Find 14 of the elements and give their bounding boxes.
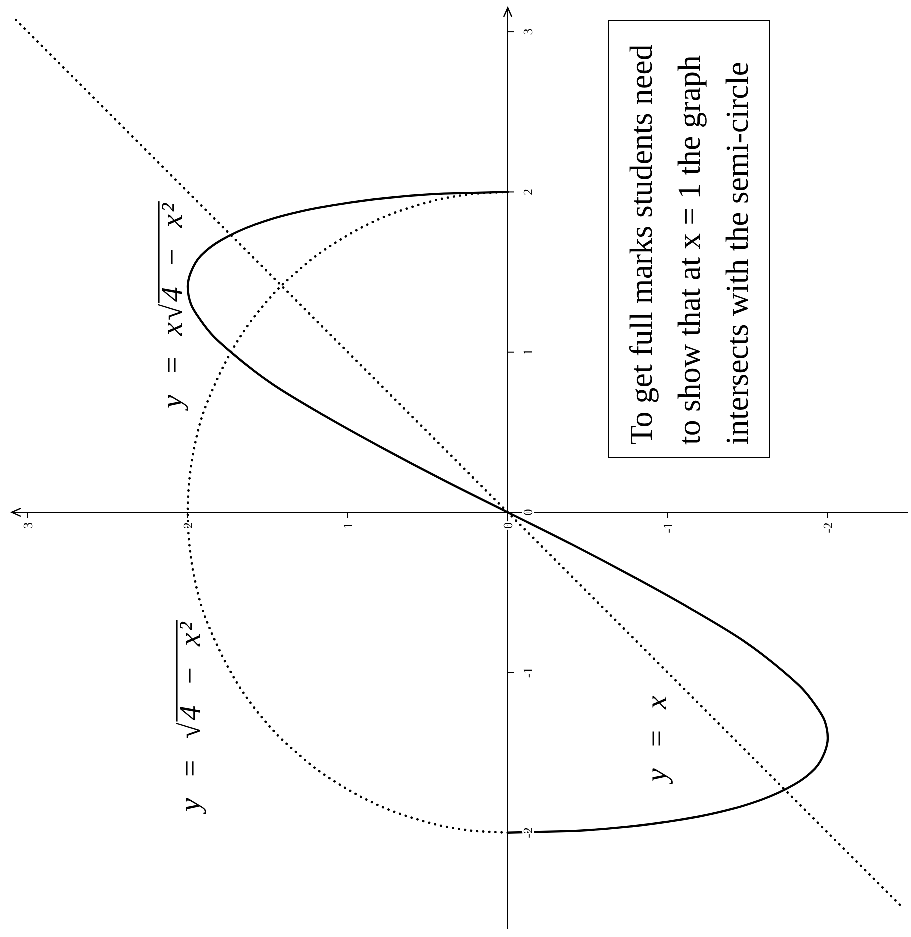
x-tick-label: 3: [20, 522, 36, 530]
text: y = x√4 − x²: [156, 202, 188, 412]
text: y = x: [640, 694, 674, 785]
y-tick-label: -1: [520, 667, 536, 678]
x-tick-label: 1: [340, 522, 356, 530]
annotation: To get full marks students need to show that at x = 1 the graph intersects with the semi-circle: [608, 20, 770, 458]
text: y = √4 − x²: [174, 620, 206, 815]
x-tick-label: -2: [820, 522, 836, 534]
y-tick-label: 2: [520, 188, 536, 196]
x-tick-label: 2: [180, 522, 196, 530]
y-tick-label: 1: [520, 349, 536, 356]
y-tick-label: 0: [520, 509, 536, 516]
x-tick-label: -1: [660, 522, 676, 534]
y-tick-label: 3: [520, 28, 536, 36]
